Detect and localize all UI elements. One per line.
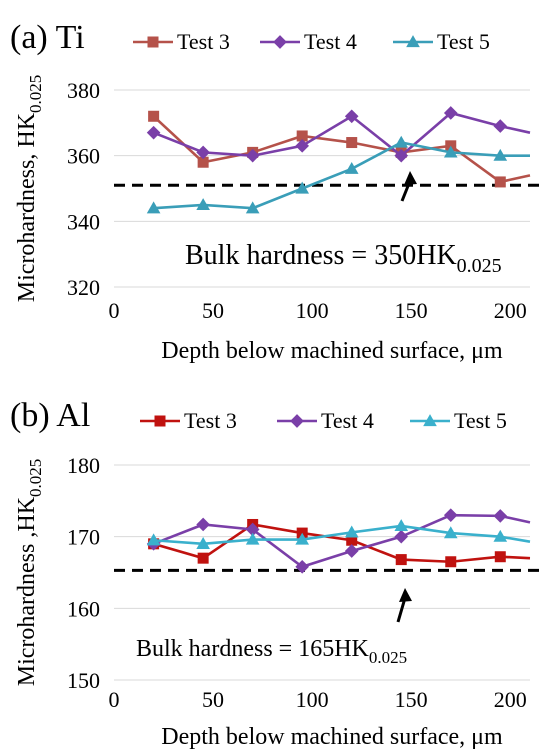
panel-al-data-point [197, 552, 209, 564]
panel-ti-data-point [493, 148, 508, 161]
panel-ti-data-point [394, 135, 409, 148]
panel-al-data-point [443, 508, 458, 522]
panel-al-panel-label: (b) Al [10, 397, 90, 434]
panel-al-data-point [445, 556, 457, 568]
panel-al-arrow-head [399, 588, 412, 602]
panel-al-x-tick-label: 200 [494, 687, 527, 712]
panel-ti-data-point [245, 201, 260, 214]
panel-ti-data-point [344, 109, 359, 124]
panel-al-data-point [344, 544, 359, 558]
panel-ti-x-tick-label: 50 [202, 298, 224, 323]
panel-ti-data-point [146, 125, 161, 140]
panel-ti-data-point [146, 201, 161, 214]
panel-al-y-tick-label: 150 [67, 668, 100, 693]
panel-al-series-line-5 [153, 524, 531, 546]
panel-ti-data-point [296, 130, 308, 142]
panel-al-legend-label-3: Test 3 [184, 408, 237, 433]
panel-al-data-point [295, 559, 310, 574]
panel-ti-legend-label-5: Test 5 [437, 29, 490, 54]
panel-al-x-tick-label: 50 [202, 687, 224, 712]
panel-ti-y-tick-label: 360 [67, 144, 100, 169]
panel-al-data-point [245, 532, 260, 545]
panel-ti-y-axis-label: Microhardness, HK0.025 [14, 75, 45, 303]
panel-ti-data-point [295, 181, 310, 194]
panel-ti-x-axis-label: Depth below machined surface, μm [161, 338, 503, 364]
panel-al-data-point [146, 533, 161, 546]
panel-ti-data-point [197, 156, 209, 168]
panel-al-annotation-text: Bulk hardness = 165HK0.025 [136, 636, 407, 667]
panel-ti-legend-label-4: Test 4 [304, 29, 357, 54]
panel-al-data-point [196, 517, 210, 532]
panel-ti-data-point [443, 106, 458, 120]
panel-ti-legend-marker [406, 35, 420, 48]
panel-al-y-tick-label: 160 [67, 596, 100, 621]
panel-ti-data-point [196, 198, 210, 211]
panel-al-data-point [346, 534, 358, 546]
panel-al-data-point [245, 522, 260, 537]
panel-ti-data-point [148, 110, 160, 122]
panel-ti-legend-label-3: Test 3 [177, 29, 230, 54]
panel-al-data-point [295, 532, 310, 545]
panel-ti-data-point [295, 138, 310, 153]
panel-al-data-point [443, 526, 458, 539]
panel-ti-series-line-4 [153, 111, 531, 158]
panel-ti-data-point [494, 176, 506, 188]
panel-al-legend-marker [290, 414, 304, 428]
panel-ti-x-tick-label: 100 [296, 298, 329, 323]
panel-al-data-point [395, 554, 407, 566]
panel-al-data-point [394, 519, 409, 532]
panel-al-data-point [494, 551, 506, 563]
panel-al-data-point [493, 509, 508, 523]
panel-ti-data-point [196, 145, 210, 160]
panel-ti-data-point [443, 145, 458, 158]
panel-al-legend-marker [423, 414, 437, 427]
panel-al-x-axis-label: Depth below machined surface, μm [161, 724, 503, 750]
panel-ti-y-tick-label: 320 [67, 275, 100, 300]
panel-al-x-tick-label: 0 [109, 687, 120, 712]
panel-ti-legend-marker [147, 36, 159, 48]
panel-al-data-point [344, 525, 359, 538]
panel-al-x-tick-label: 100 [296, 687, 329, 712]
panel-al-legend-label-4: Test 4 [321, 408, 374, 433]
panel-ti-x-tick-label: 0 [109, 298, 120, 323]
panel-ti-arrow-head [404, 171, 417, 185]
panel-ti-data-point [493, 119, 508, 133]
panel-ti-x-tick-label: 150 [395, 298, 428, 323]
panel-ti-panel-label: (a) Ti [10, 19, 85, 56]
panel-ti-y-tick-label: 380 [67, 78, 100, 103]
panel-al-y-tick-label: 170 [67, 525, 100, 550]
panel-al-data-point [196, 537, 210, 549]
panel-ti-x-tick-label: 200 [494, 298, 527, 323]
panel-ti-data-point [346, 137, 358, 149]
panel-al-data-point [394, 529, 409, 544]
panel-al-data-point [493, 529, 508, 542]
panel-ti-data-point [394, 148, 409, 163]
panel-ti-data-point [344, 161, 359, 174]
panel-ti-y-tick-label: 340 [67, 209, 100, 234]
panel-al-legend-label-5: Test 5 [454, 408, 507, 433]
panel-ti-legend-marker [273, 35, 287, 49]
panel-al-y-tick-label: 180 [67, 453, 100, 478]
panel-al-y-axis-label: Microhardness ,HK0.025 [14, 459, 45, 687]
panel-ti-data-point [245, 148, 260, 163]
panel-al-legend-marker [154, 415, 166, 427]
panel-ti-annotation-text: Bulk hardness = 350HK0.025 [185, 240, 502, 277]
panel-al-x-tick-label: 150 [395, 687, 428, 712]
panel-al-annotation-arrow [396, 597, 407, 623]
